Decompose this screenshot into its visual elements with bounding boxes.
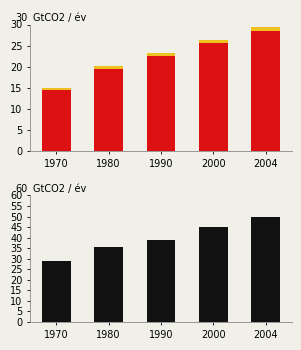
Bar [199, 40, 228, 43]
Bar [94, 66, 123, 69]
Bar [251, 27, 280, 31]
Text: GtCO2 / év: GtCO2 / év [33, 13, 86, 23]
Bar [199, 227, 228, 322]
Text: GtCO2 / év: GtCO2 / év [33, 184, 86, 194]
Bar [251, 31, 280, 151]
Bar [42, 261, 71, 322]
Bar [251, 217, 280, 322]
Bar [199, 43, 228, 151]
Text: 60: 60 [15, 184, 27, 194]
Bar [147, 56, 175, 151]
Bar [42, 90, 71, 151]
Bar [42, 88, 71, 90]
Text: 30: 30 [15, 13, 27, 23]
Bar [94, 69, 123, 151]
Bar [147, 240, 175, 322]
Bar [94, 247, 123, 322]
Bar [147, 53, 175, 56]
